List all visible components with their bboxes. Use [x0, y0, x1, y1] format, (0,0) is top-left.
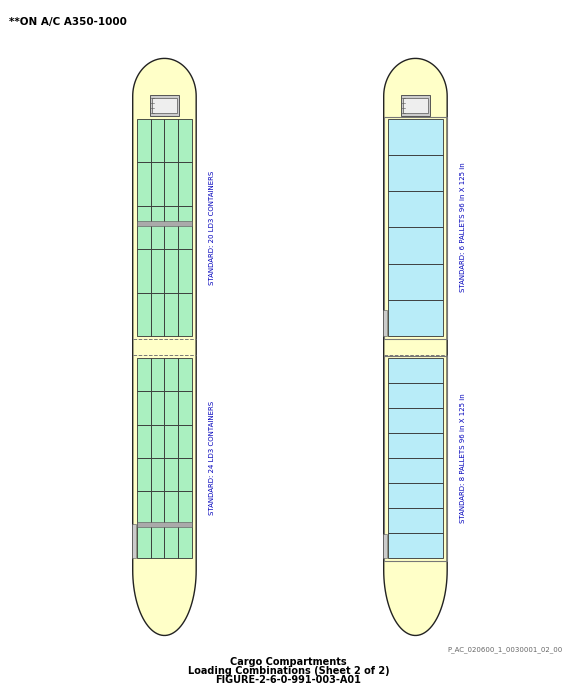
Bar — [137, 424, 151, 458]
Text: STANDARD: 8 PALLETS 96 in X 125 in: STANDARD: 8 PALLETS 96 in X 125 in — [460, 393, 466, 523]
Bar — [151, 292, 164, 336]
Bar — [151, 491, 164, 524]
Bar — [151, 119, 164, 162]
Bar — [388, 433, 443, 458]
Bar — [178, 524, 192, 558]
Bar — [383, 534, 387, 558]
Bar — [137, 206, 151, 249]
Bar — [388, 533, 443, 558]
Bar — [137, 221, 192, 226]
Polygon shape — [133, 58, 196, 636]
Bar — [384, 117, 447, 338]
Bar — [164, 458, 178, 491]
Bar — [151, 458, 164, 491]
Bar — [151, 162, 164, 206]
Bar — [388, 264, 443, 300]
Bar — [164, 119, 178, 162]
Bar — [178, 358, 192, 391]
Bar — [151, 391, 164, 424]
Text: P_AC_020600_1_0030001_02_00: P_AC_020600_1_0030001_02_00 — [447, 646, 563, 652]
Polygon shape — [384, 58, 447, 636]
Bar — [132, 524, 136, 558]
Bar — [178, 249, 192, 292]
Bar — [152, 98, 177, 114]
Bar — [151, 358, 164, 391]
Bar — [401, 96, 430, 116]
Bar — [383, 310, 387, 336]
Bar — [178, 391, 192, 424]
Bar — [388, 300, 443, 336]
Bar — [403, 98, 428, 114]
Bar — [137, 119, 151, 162]
Bar — [137, 524, 151, 558]
Bar — [388, 228, 443, 264]
Bar — [151, 206, 164, 249]
Text: Loading Combinations (Sheet 2 of 2): Loading Combinations (Sheet 2 of 2) — [188, 667, 389, 676]
Bar — [384, 356, 447, 561]
Bar — [388, 458, 443, 483]
Bar — [164, 292, 178, 336]
Bar — [164, 524, 178, 558]
Bar — [388, 383, 443, 408]
Bar — [388, 191, 443, 228]
Bar — [388, 483, 443, 508]
Bar — [388, 155, 443, 191]
Bar — [164, 249, 178, 292]
Bar — [164, 358, 178, 391]
Bar — [137, 358, 151, 391]
Bar — [151, 424, 164, 458]
Bar — [164, 491, 178, 524]
Bar — [388, 358, 443, 383]
Bar — [178, 162, 192, 206]
Bar — [178, 292, 192, 336]
Bar — [164, 206, 178, 249]
Bar — [137, 249, 151, 292]
Text: STANDARD: 6 PALLETS 96 in X 125 in: STANDARD: 6 PALLETS 96 in X 125 in — [460, 162, 466, 292]
Bar — [150, 96, 179, 116]
Bar — [151, 249, 164, 292]
Bar — [388, 508, 443, 533]
Bar — [178, 491, 192, 524]
Bar — [164, 391, 178, 424]
Bar — [151, 524, 164, 558]
Text: FIGURE-2-6-0-991-003-A01: FIGURE-2-6-0-991-003-A01 — [216, 676, 361, 685]
Bar — [178, 206, 192, 249]
Bar — [388, 119, 443, 155]
Bar — [137, 491, 151, 524]
Text: **ON A/C A350-1000: **ON A/C A350-1000 — [9, 17, 126, 27]
Bar — [178, 424, 192, 458]
Bar — [137, 292, 151, 336]
Bar — [388, 408, 443, 433]
Bar — [137, 391, 151, 424]
Bar — [137, 162, 151, 206]
Bar — [178, 119, 192, 162]
Bar — [137, 458, 151, 491]
Bar — [164, 424, 178, 458]
Text: STANDARD: 24 LD3 CONTAINERS: STANDARD: 24 LD3 CONTAINERS — [209, 401, 215, 515]
Text: Cargo Compartments: Cargo Compartments — [230, 658, 347, 667]
Bar — [178, 458, 192, 491]
Bar — [137, 522, 192, 526]
Bar — [164, 162, 178, 206]
Text: STANDARD: 20 LD3 CONTAINERS: STANDARD: 20 LD3 CONTAINERS — [209, 170, 215, 285]
